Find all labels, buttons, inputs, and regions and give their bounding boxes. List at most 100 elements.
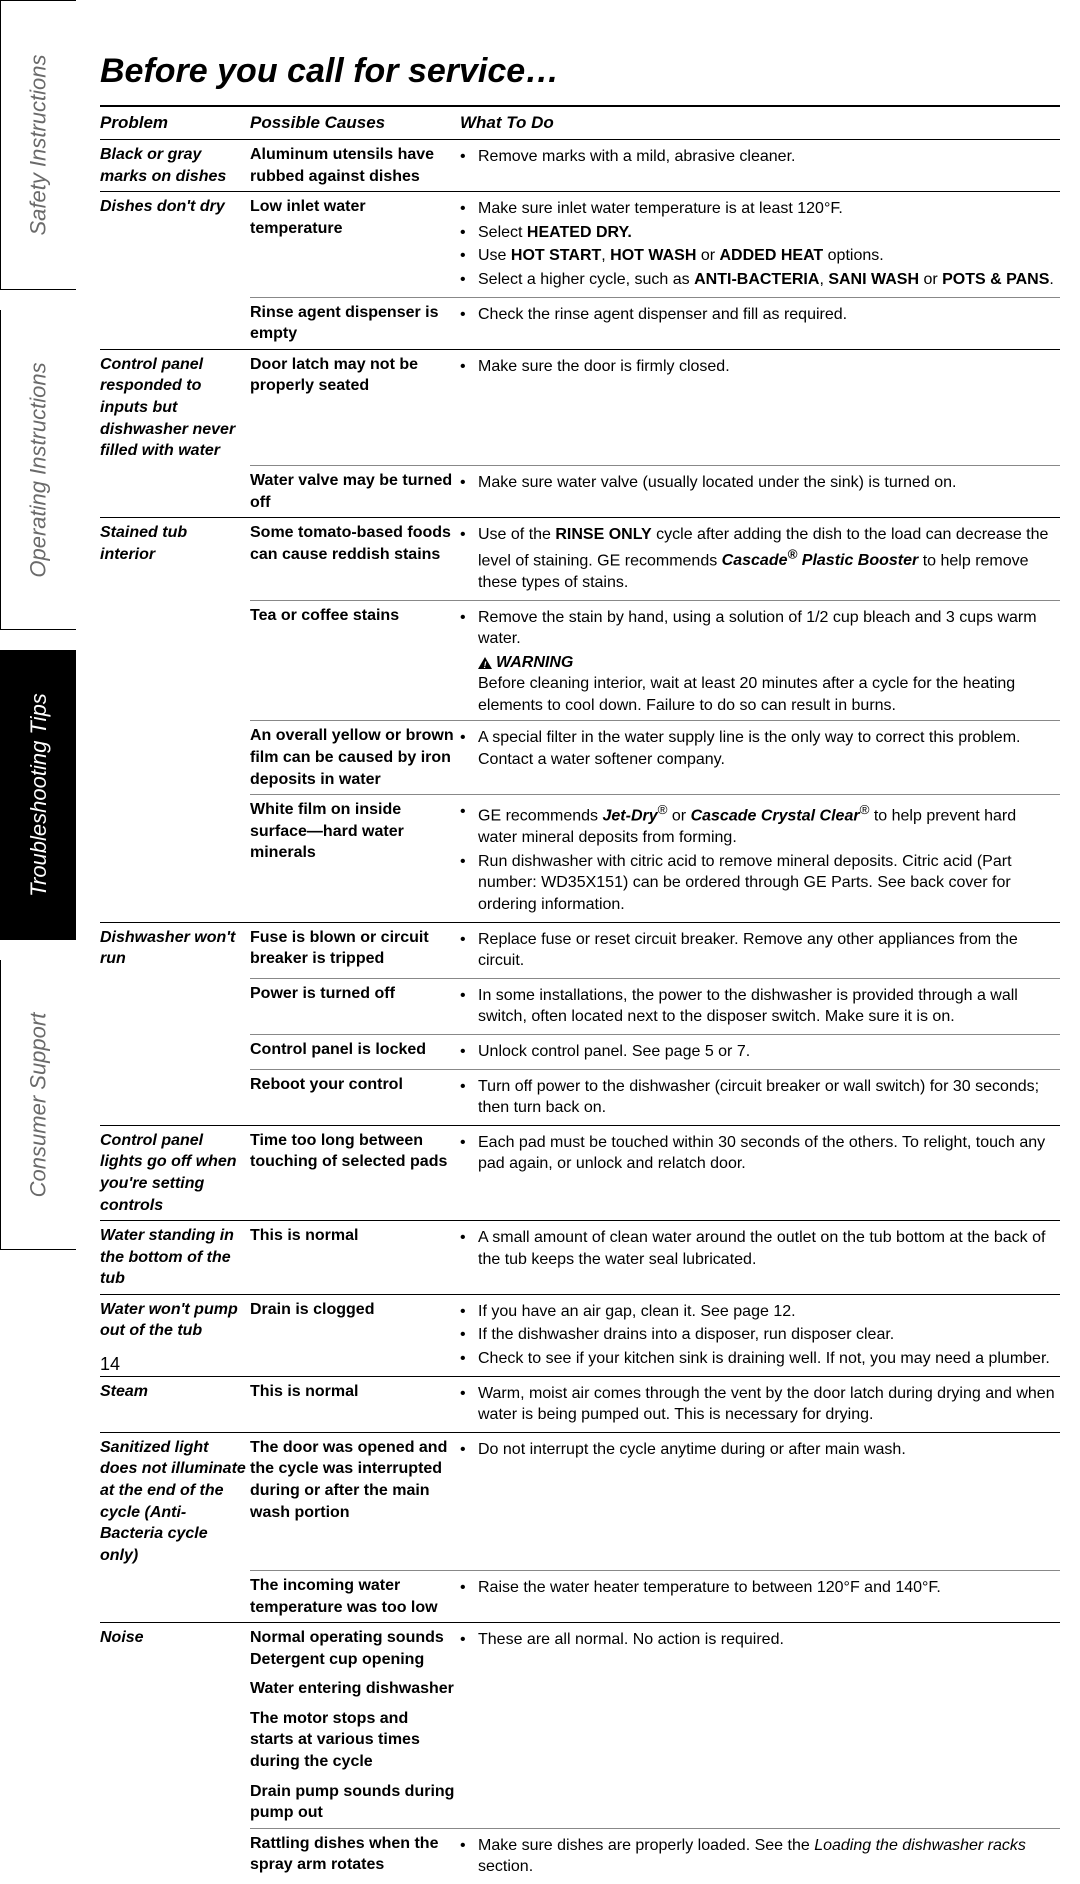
table-row: Control panel is lockedUnlock control pa… <box>100 1034 1060 1069</box>
side-tab-label: Operating Instructions <box>26 362 52 577</box>
what-to-do-item: GE recommends Jet-Dry® or Cascade Crysta… <box>460 801 1056 849</box>
cause-cell: The incoming water temperature was too l… <box>250 1570 460 1622</box>
what-to-do-item: Make sure the door is firmly closed. <box>460 356 1056 378</box>
what-to-do-item: Warm, moist air comes through the vent b… <box>460 1383 1056 1426</box>
cause-cell: The door was opened and the cycle was in… <box>250 1432 460 1570</box>
table-row: Rinse agent dispenser is emptyCheck the … <box>100 297 1060 349</box>
what-to-do-item: Do not interrupt the cycle anytime durin… <box>460 1439 1056 1461</box>
what-to-do-item: A special filter in the water supply lin… <box>460 727 1056 770</box>
cause-cell: Normal operating soundsDetergent cup ope… <box>250 1623 460 1675</box>
what-to-do-cell: Replace fuse or reset circuit breaker. R… <box>460 922 1060 978</box>
what-to-do-item: If you have an air gap, clean it. See pa… <box>460 1301 1056 1323</box>
cause-cell: Rinse agent dispenser is empty <box>250 297 460 349</box>
what-to-do-item: Make sure water valve (usually located u… <box>460 472 1056 494</box>
cause-cell: Water entering dishwasher <box>250 1674 460 1704</box>
cause-cell: Drain is clogged <box>250 1294 460 1376</box>
table-row: NoiseNormal operating soundsDetergent cu… <box>100 1623 1060 1675</box>
what-to-do-item: Turn off power to the dishwasher (circui… <box>460 1076 1056 1119</box>
side-tab: Operating Instructions <box>0 310 76 630</box>
cause-cell: Power is turned off <box>250 978 460 1034</box>
side-tab-label: Safety Instructions <box>26 55 52 236</box>
what-to-do-cell: Make sure dishes are properly loaded. Se… <box>460 1828 1060 1884</box>
what-to-do-cell: Remove the stain by hand, using a soluti… <box>460 600 1060 721</box>
what-to-do-cell: In some installations, the power to the … <box>460 978 1060 1034</box>
table-row: Rattling dishes when the spray arm rotat… <box>100 1828 1060 1884</box>
side-tab-label: Consumer Support <box>26 1012 52 1197</box>
svg-text:!: ! <box>484 660 487 669</box>
table-row: Sanitized light does not illuminate at t… <box>100 1432 1060 1570</box>
problem-cell <box>100 1034 250 1069</box>
what-to-do-item: A small amount of clean water around the… <box>460 1227 1056 1270</box>
problem-cell <box>100 1704 250 1777</box>
what-to-do-text: Before cleaning interior, wait at least … <box>460 673 1056 716</box>
problem-cell <box>100 978 250 1034</box>
table-row: White film on inside surface—hard water … <box>100 795 1060 922</box>
cause-cell: Time too long between touching of select… <box>250 1125 460 1220</box>
main-content: Before you call for service… Problem Pos… <box>100 52 1060 1884</box>
problem-cell <box>100 1777 250 1829</box>
what-to-do-item: These are all normal. No action is requi… <box>460 1629 1056 1651</box>
side-tab: Safety Instructions <box>0 0 76 290</box>
what-to-do-cell: GE recommends Jet-Dry® or Cascade Crysta… <box>460 795 1060 922</box>
table-row: Stained tub interiorSome tomato-based fo… <box>100 518 1060 600</box>
what-to-do-item: Run dishwasher with citric acid to remov… <box>460 851 1056 916</box>
warning-icon: ! <box>478 652 492 674</box>
what-to-do-cell: A special filter in the water supply lin… <box>460 721 1060 795</box>
cause-cell: Drain pump sounds during pump out <box>250 1777 460 1829</box>
problem-cell: Steam <box>100 1376 250 1432</box>
problem-cell <box>100 721 250 795</box>
table-row: Control panel lights go off when you're … <box>100 1125 1060 1220</box>
what-to-do-item: Make sure dishes are properly loaded. Se… <box>460 1835 1056 1878</box>
what-to-do-cell: Unlock control panel. See page 5 or 7. <box>460 1034 1060 1069</box>
what-to-do-item: Raise the water heater temperature to be… <box>460 1577 1056 1599</box>
what-to-do-item: Use of the RINSE ONLY cycle after adding… <box>460 524 1056 593</box>
cause-cell: Door latch may not be properly seated <box>250 349 460 465</box>
col-problem: Problem <box>100 106 250 140</box>
table-row: Reboot your controlTurn off power to the… <box>100 1069 1060 1125</box>
what-to-do-cell: Raise the water heater temperature to be… <box>460 1570 1060 1622</box>
what-to-do-cell: If you have an air gap, clean it. See pa… <box>460 1294 1060 1376</box>
what-to-do-cell <box>460 1777 1060 1829</box>
cause-cell: Control panel is locked <box>250 1034 460 1069</box>
problem-cell: Black or gray marks on dishes <box>100 140 250 192</box>
problem-cell <box>100 1674 250 1704</box>
what-to-do-cell: Each pad must be touched within 30 secon… <box>460 1125 1060 1220</box>
problem-cell: Water standing in the bottom of the tub <box>100 1221 250 1295</box>
problem-cell: Noise <box>100 1623 250 1675</box>
cause-cell: The motor stops and starts at various ti… <box>250 1704 460 1777</box>
troubleshooting-table: Problem Possible Causes What To Do Black… <box>100 105 1060 1884</box>
problem-cell <box>100 297 250 349</box>
problem-cell <box>100 1570 250 1622</box>
what-to-do-cell: Make sure inlet water temperature is at … <box>460 192 1060 297</box>
page-number: 14 <box>100 1354 120 1375</box>
problem-cell <box>100 466 250 518</box>
cause-cell: This is normal <box>250 1221 460 1295</box>
problem-cell <box>100 600 250 721</box>
what-to-do-item: Select a higher cycle, such as ANTI-BACT… <box>460 269 1056 291</box>
what-to-do-cell: Make sure water valve (usually located u… <box>460 466 1060 518</box>
problem-cell <box>100 795 250 922</box>
what-to-do-item: Each pad must be touched within 30 secon… <box>460 1132 1056 1175</box>
table-row: Black or gray marks on dishesAluminum ut… <box>100 140 1060 192</box>
cause-cell: Fuse is blown or circuit breaker is trip… <box>250 922 460 978</box>
table-row: Water standing in the bottom of the tubT… <box>100 1221 1060 1295</box>
problem-cell: Dishwasher won't run <box>100 922 250 978</box>
what-to-do-item: Remove marks with a mild, abrasive clean… <box>460 146 1056 168</box>
what-to-do-item: Unlock control panel. See page 5 or 7. <box>460 1041 1056 1063</box>
what-to-do-cell: These are all normal. No action is requi… <box>460 1623 1060 1675</box>
table-row: Drain pump sounds during pump out <box>100 1777 1060 1829</box>
cause-cell: Low inlet water temperature <box>250 192 460 297</box>
what-to-do-item: Replace fuse or reset circuit breaker. R… <box>460 929 1056 972</box>
side-tab: Troubleshooting Tips <box>0 650 76 940</box>
what-to-do-item: Select HEATED DRY. <box>460 222 1056 244</box>
col-what: What To Do <box>460 106 1060 140</box>
table-row: The motor stops and starts at various ti… <box>100 1704 1060 1777</box>
cause-cell: An overall yellow or brown film can be c… <box>250 721 460 795</box>
what-to-do-cell: A small amount of clean water around the… <box>460 1221 1060 1295</box>
table-row: Control panel responded to inputs but di… <box>100 349 1060 465</box>
cause-cell: Some tomato-based foods can cause reddis… <box>250 518 460 600</box>
table-row: Power is turned offIn some installations… <box>100 978 1060 1034</box>
what-to-do-item: Check to see if your kitchen sink is dra… <box>460 1348 1056 1370</box>
side-tab: Consumer Support <box>0 960 76 1250</box>
warning-label: ! WARNING <box>478 652 573 674</box>
